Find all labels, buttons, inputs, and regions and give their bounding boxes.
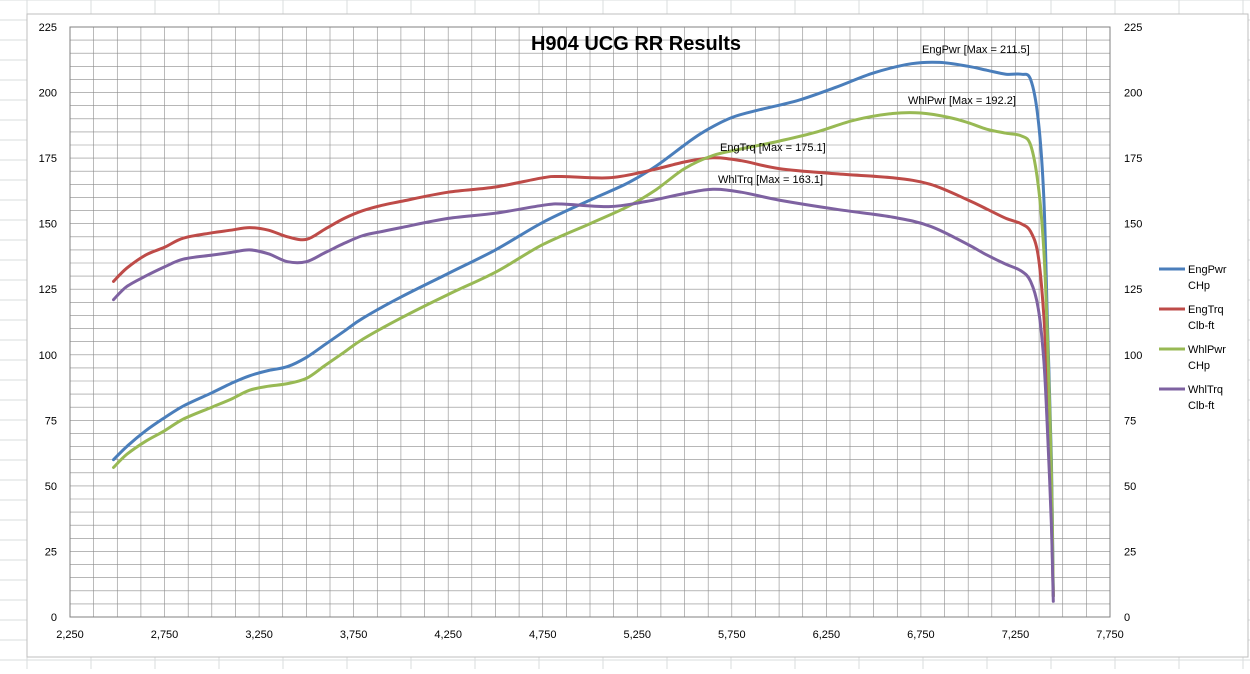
- x-tick-label: 4,250: [434, 629, 462, 641]
- chart-title: H904 UCG RR Results: [531, 33, 741, 55]
- legend-label-engpwr: EngPwr: [1188, 264, 1227, 276]
- y-tick-label-right: 25: [1124, 546, 1136, 558]
- y-tick-label-left: 200: [39, 88, 57, 100]
- legend-label-whlpwr: WhlPwr: [1188, 344, 1226, 356]
- legend-unit-engtrq: Clb-ft: [1188, 320, 1214, 332]
- legend-label-whltrq: WhlTrq: [1188, 384, 1223, 396]
- y-tick-label-right: 200: [1124, 88, 1142, 100]
- y-tick-label-left: 25: [45, 546, 57, 558]
- legend-label-engtrq: EngTrq: [1188, 304, 1224, 316]
- series-lines: [112, 60, 1055, 603]
- y-tick-label-left: 175: [39, 153, 57, 165]
- plot-area-border: [69, 26, 1111, 618]
- legend-unit-whlpwr: CHp: [1188, 360, 1210, 372]
- x-tick-label: 4,750: [529, 629, 557, 641]
- max-annotations: EngPwr [Max = 211.5] EngTrq [Max = 175.1]…: [718, 44, 1030, 186]
- y-tick-label-left: 150: [39, 219, 57, 231]
- x-tick-label: 2,250: [56, 629, 84, 641]
- annotation-whltrq-max: WhlTrq [Max = 163.1]: [718, 174, 823, 186]
- x-tick-label: 5,250: [624, 629, 652, 641]
- x-axis-tick-labels: 2,250 2,750 3,250 3,750 4,250 4,750 5,250 5,750…: [56, 629, 1124, 641]
- legend-unit-whltrq: Clb-ft: [1188, 400, 1214, 412]
- x-tick-label: 6,250: [813, 629, 841, 641]
- x-tick-label: 3,250: [245, 629, 273, 641]
- series-line-whlpwr: [112, 111, 1055, 598]
- y-tick-label-right: 100: [1124, 350, 1142, 362]
- y-axis-left-tick-labels: 0 25 50 75 100 125 150 175 200 225: [39, 22, 57, 624]
- y-tick-label-left: 100: [39, 350, 57, 362]
- series-line-engpwr: [112, 60, 1055, 598]
- legend-unit-engpwr: CHp: [1188, 280, 1210, 292]
- series-line-engtrq: [112, 156, 1055, 598]
- x-tick-label: 6,750: [907, 629, 935, 641]
- y-tick-label-right: 175: [1124, 153, 1142, 165]
- annotation-whlpwr-max: WhlPwr [Max = 192.2]: [908, 95, 1016, 107]
- x-tick-label: 7,750: [1096, 629, 1124, 641]
- x-tick-label: 7,250: [1002, 629, 1030, 641]
- y-tick-label-left: 225: [39, 22, 57, 34]
- vertical-gridlines: [69, 27, 1111, 617]
- annotation-engpwr-max: EngPwr [Max = 211.5]: [922, 44, 1030, 56]
- y-tick-label-right: 125: [1124, 284, 1142, 296]
- x-tick-label: 3,750: [340, 629, 368, 641]
- y-tick-label-left: 75: [45, 415, 57, 427]
- x-tick-label: 2,750: [151, 629, 179, 641]
- y-tick-label-right: 0: [1124, 612, 1130, 624]
- y-tick-label-right: 150: [1124, 219, 1142, 231]
- annotation-engtrq-max: EngTrq [Max = 175.1]: [720, 142, 826, 154]
- horizontal-gridlines: [70, 26, 1110, 618]
- y-axis-right-tick-labels: 0 25 50 75 100 125 150 175 200 225: [1124, 22, 1142, 624]
- y-tick-label-left: 125: [39, 284, 57, 296]
- chart-legend: EngPwr CHp EngTrq Clb-ft WhlPwr CHp WhlTrq Clb-…: [1159, 264, 1227, 412]
- y-tick-label-left: 0: [51, 612, 57, 624]
- y-tick-label-right: 50: [1124, 481, 1136, 493]
- series-line-whltrq: [112, 187, 1055, 603]
- y-tick-label-right: 75: [1124, 415, 1136, 427]
- y-tick-label-right: 225: [1124, 22, 1142, 34]
- y-tick-label-left: 50: [45, 481, 57, 493]
- x-tick-label: 5,750: [718, 629, 746, 641]
